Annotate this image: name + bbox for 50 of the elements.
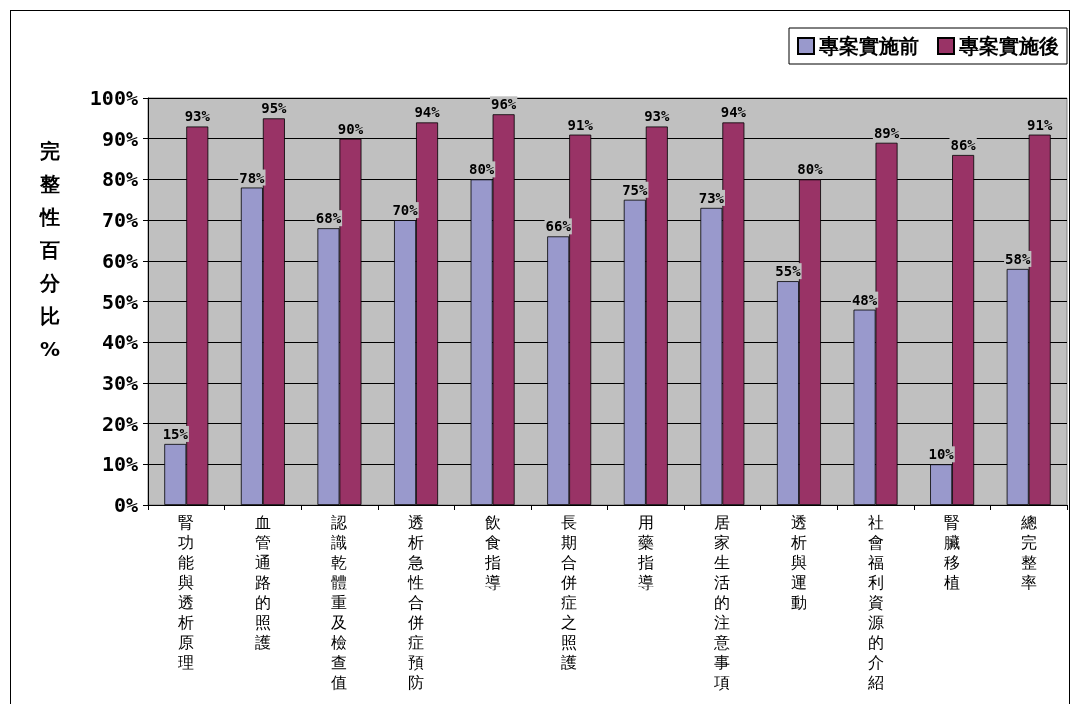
y-tick-label: 20% xyxy=(101,411,138,436)
y-tick-label: 100% xyxy=(89,86,138,110)
data-label: 86% xyxy=(950,136,977,153)
data-label: 15% xyxy=(162,425,189,442)
category-label: 居家生活的注意事項 xyxy=(714,513,731,692)
data-label: 80% xyxy=(797,161,824,178)
data-label: 68% xyxy=(315,210,342,227)
data-label: 95% xyxy=(261,100,288,117)
data-label: 66% xyxy=(545,218,572,235)
data-label: 90% xyxy=(337,120,364,137)
x-tick-label: 腎臟移植 xyxy=(944,513,961,593)
x-tick-label: 總完整率 xyxy=(1020,513,1037,593)
data-label: 55% xyxy=(775,263,802,280)
y-tick-label: 70% xyxy=(101,208,138,233)
y-tick-label: 80% xyxy=(101,167,138,192)
legend-label: 專案實施後 xyxy=(958,35,1059,57)
data-label: 89% xyxy=(873,124,900,141)
data-label: 58% xyxy=(1005,250,1031,267)
x-tick-label: 飲食指導 xyxy=(484,513,501,593)
data-label: 94% xyxy=(720,104,747,121)
data-label: 10% xyxy=(928,446,955,463)
data-label: 73% xyxy=(698,189,725,206)
data-label: 91% xyxy=(1027,116,1053,133)
data-label: 93% xyxy=(184,108,211,125)
category-label: 認識乾體重及檢查值 xyxy=(331,513,348,692)
y-tick-label: 10% xyxy=(101,452,138,477)
data-label: 96% xyxy=(490,96,517,113)
category-label: 社會福利資源的介紹 xyxy=(867,513,884,692)
data-label: 91% xyxy=(567,116,594,133)
data-label: 94% xyxy=(414,104,441,121)
y-tick-label: 0% xyxy=(113,493,138,517)
data-label: 80% xyxy=(468,161,495,178)
y-tick-label: 90% xyxy=(101,126,138,151)
legend-label: 專案實施前 xyxy=(818,35,919,57)
y-axis-title: 完整性百分比% xyxy=(40,138,61,363)
y-tick-label: 50% xyxy=(101,289,138,314)
data-label: 75% xyxy=(622,181,648,198)
y-tick-label: 60% xyxy=(101,248,138,273)
data-label: 93% xyxy=(644,108,670,125)
data-label: 70% xyxy=(392,202,419,219)
data-label: 78% xyxy=(239,169,266,186)
x-tick-label: 用藥指導 xyxy=(637,513,654,593)
category-label: 透析急性合併症預防 xyxy=(408,513,425,692)
data-label: 48% xyxy=(851,291,878,308)
x-tick-label: 長期合併症之照護 xyxy=(561,513,578,673)
x-tick-label: 血管通路的照護 xyxy=(254,513,271,653)
x-tick-label: 腎功能與透析原理 xyxy=(178,513,195,673)
y-tick-label: 30% xyxy=(101,370,138,395)
x-tick-label: 透析與運動 xyxy=(790,513,807,613)
y-tick-label: 40% xyxy=(101,330,138,355)
